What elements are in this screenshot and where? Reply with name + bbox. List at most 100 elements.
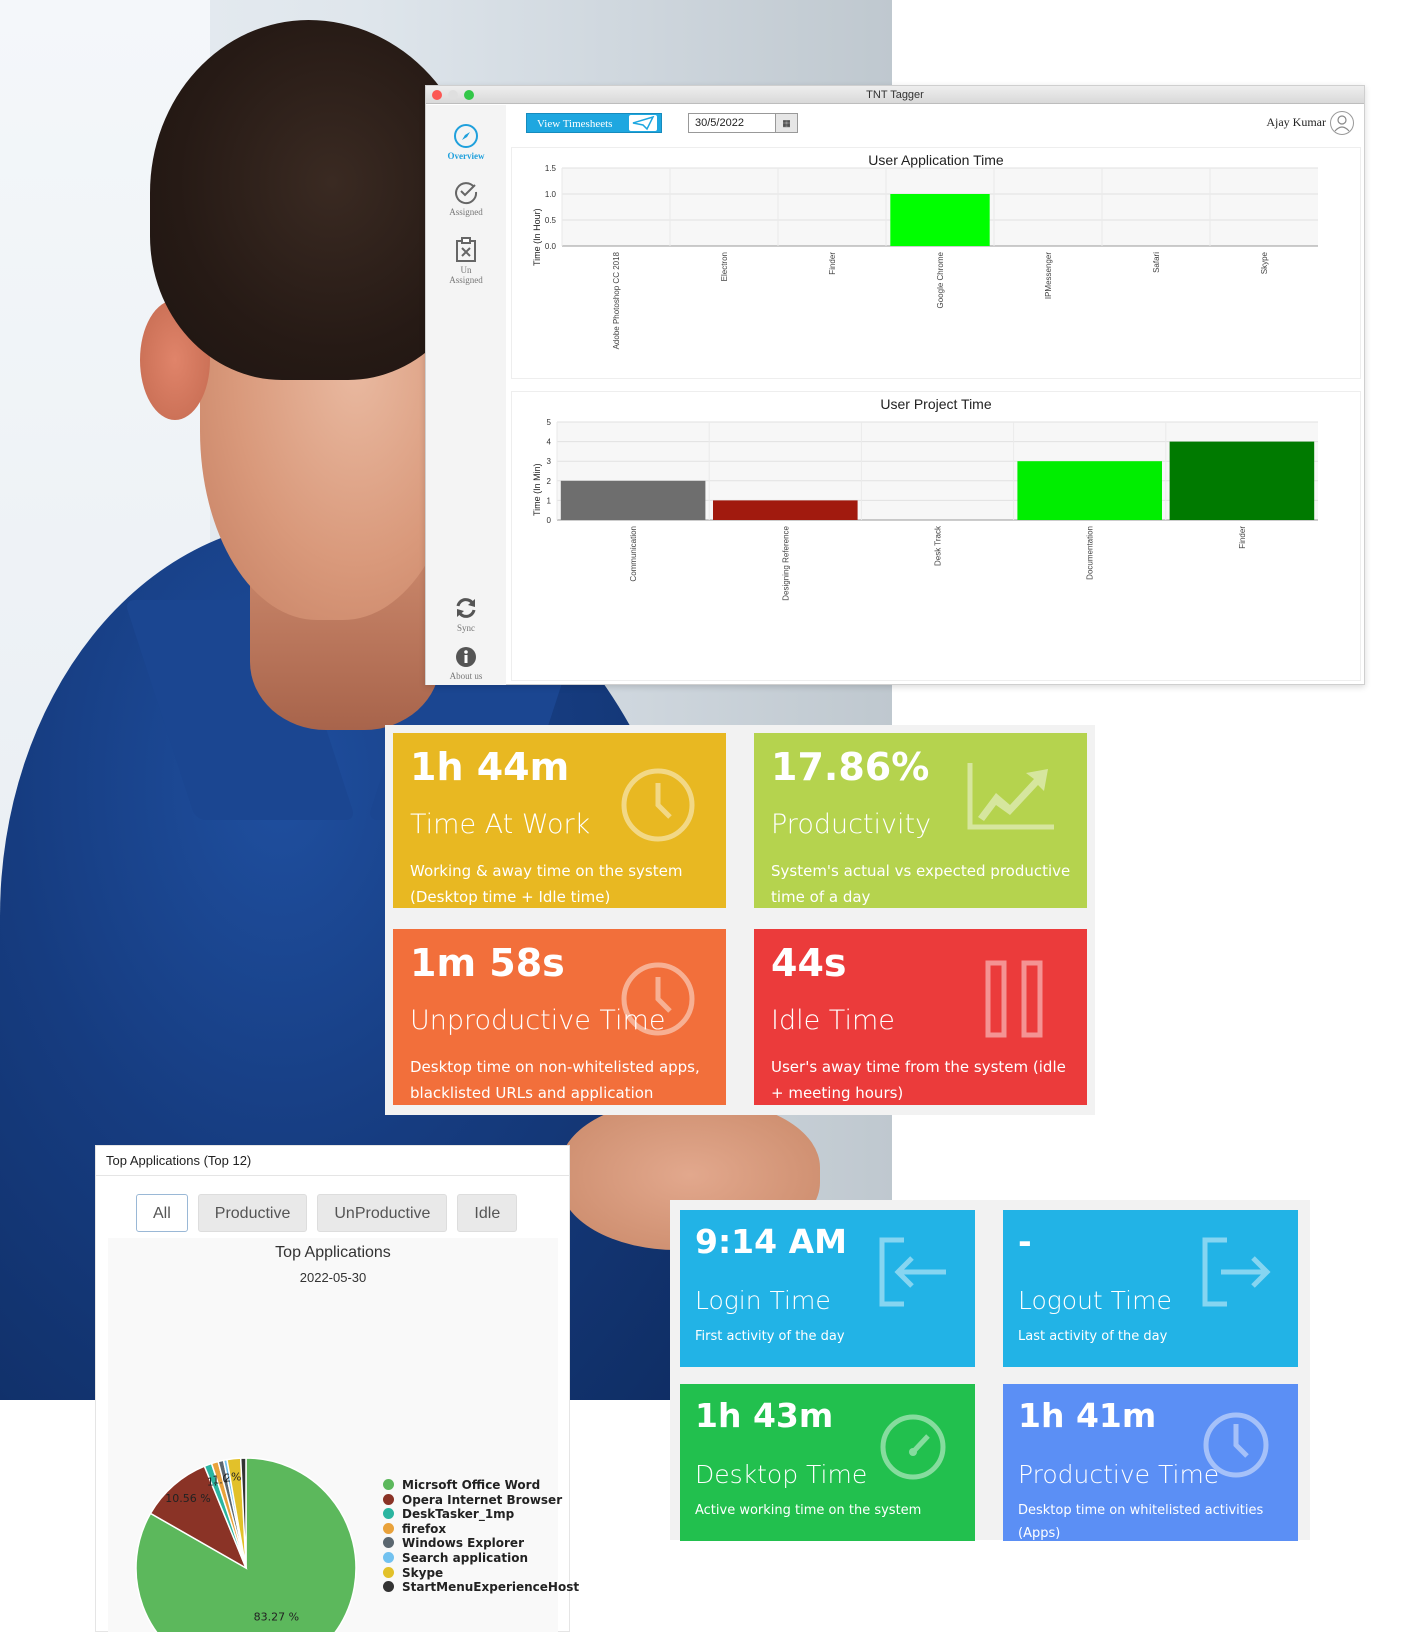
tile-description: Desktop time on whitelisted activities (… — [1018, 1503, 1264, 1541]
tile-label: Logout Time — [1018, 1286, 1172, 1315]
clipboard-x-icon — [456, 237, 476, 262]
pie-slice — [239, 1457, 247, 1569]
bar — [890, 194, 990, 246]
time-tiles: 9:14 AM Login Time First activity of the… — [670, 1200, 1310, 1541]
legend-swatch — [383, 1522, 394, 1534]
close-window-button[interactable] — [432, 90, 442, 100]
tile-description: Desktop time on non-whitelisted apps, bl… — [410, 1058, 700, 1102]
y-tick-label: 5 — [547, 418, 552, 427]
x-tick-label: Electron — [720, 252, 729, 281]
y-tick-label: 0.0 — [545, 242, 557, 251]
tile-description: Active working time on the system — [695, 1503, 922, 1518]
chart-subtitle: 2022-05-30 — [299, 1270, 367, 1285]
user-avatar-icon[interactable] — [1330, 111, 1354, 135]
clock-icon — [621, 962, 695, 1036]
bar — [1017, 461, 1162, 520]
top-applications-chart: Top Applications 2022-05-30 83.27 % 10.56… — [108, 1238, 579, 1632]
idle-time-tile: 44s Idle Time User's away time from the … — [754, 929, 1087, 1105]
legend-label: Micrsoft Office Word — [402, 1478, 541, 1492]
chart-title: User Application Time — [868, 152, 1004, 168]
user-name: Ajay Kumar — [1266, 115, 1326, 129]
x-tick-label: Finder — [1238, 526, 1247, 549]
legend-label: firefox — [402, 1521, 447, 1536]
pie-legend: Micrsoft Office Word Opera Internet Brows… — [383, 1478, 579, 1595]
tab-productive[interactable]: Productive — [197, 1194, 308, 1232]
legend-label: StartMenuExperienceHost — [402, 1580, 580, 1595]
y-tick-label: 3 — [547, 457, 552, 466]
slice-label: 2. — [224, 1472, 235, 1485]
view-timesheets-button[interactable]: View Timesheets — [526, 113, 662, 133]
clock-icon — [1203, 1412, 1269, 1478]
nav-sync[interactable]: Sync — [426, 595, 506, 633]
nav-overview-label: Overview — [447, 151, 485, 161]
paper-plane-icon — [629, 115, 657, 131]
tile-label: Idle Time — [771, 1005, 895, 1036]
legend-item[interactable]: StartMenuExperienceHost — [383, 1580, 579, 1595]
nav-unassigned-label-1: Un — [460, 265, 472, 275]
legend-item[interactable]: Opera Internet Browser — [383, 1493, 579, 1508]
tile-label: Productive Time — [1018, 1460, 1220, 1489]
legend-item[interactable]: Micrsoft Office Word — [383, 1478, 579, 1493]
top-applications-panel: Top Applications (Top 12) All Productive… — [95, 1145, 579, 1632]
legend-swatch — [383, 1479, 394, 1490]
legend-item[interactable]: Windows Explorer — [383, 1536, 579, 1551]
date-picker[interactable]: 30/5/2022 ▦ — [688, 113, 798, 133]
y-tick-label: 0.5 — [545, 216, 557, 225]
nav-sync-label: Sync — [457, 623, 475, 633]
tile-value: 44s — [771, 941, 847, 985]
speedometer-icon — [880, 1414, 946, 1480]
zoom-window-button[interactable] — [464, 90, 474, 100]
main-content: View Timesheets 30/5/2022 ▦ Ajay Kumar U… — [506, 105, 1364, 685]
legend-item[interactable]: Skype — [383, 1566, 579, 1581]
bar — [560, 480, 706, 520]
bar — [713, 500, 858, 520]
date-value: 30/5/2022 — [695, 117, 744, 129]
x-tick-label: Designing Reference — [781, 525, 790, 600]
legend-item[interactable]: Search application — [383, 1551, 579, 1566]
tab-all[interactable]: All — [136, 1194, 188, 1232]
tile-description: User's away time from the system (idle +… — [771, 1058, 1066, 1102]
y-tick-label: 1 — [547, 496, 552, 505]
legend-swatch — [383, 1551, 394, 1563]
sidebar: Overview Assigned Un Assigned — [426, 105, 506, 685]
tile-label: Productivity — [771, 809, 932, 840]
bar — [1169, 441, 1315, 520]
productive-time-tile: 1h 41m Productive Time Desktop time on w… — [1003, 1384, 1298, 1541]
nav-about-label: About us — [449, 671, 483, 681]
tab-unproductive[interactable]: UnProductive — [317, 1194, 448, 1232]
legend-item[interactable]: firefox — [383, 1522, 579, 1537]
trend-chart-icon — [967, 763, 1054, 830]
minimize-window-button[interactable] — [448, 90, 458, 100]
nav-unassigned-label-2: Assigned — [449, 275, 483, 285]
tile-label: Time At Work — [410, 809, 591, 840]
tile-label: Desktop Time — [695, 1460, 868, 1489]
logout-time-tile: - Logout Time Last activity of the day — [1003, 1210, 1298, 1367]
slice-label: 10.56 % — [165, 1492, 210, 1505]
x-tick-label: Google Chrome — [936, 251, 945, 308]
legend-swatch — [383, 1508, 394, 1520]
nav-about[interactable]: About us — [426, 645, 506, 681]
pie-chart: 83.27 %10.56 %1.11.002.% — [135, 1457, 357, 1632]
legend-item[interactable]: DeskTasker_1mp — [383, 1507, 579, 1522]
nav-overview[interactable]: Overview — [426, 123, 506, 161]
window-title: TNT Tagger — [866, 89, 924, 101]
legend-label: Opera Internet Browser — [402, 1492, 563, 1507]
pie-slice — [149, 1465, 248, 1570]
filter-tabs: All Productive UnProductive Idle — [136, 1194, 518, 1232]
desktop-time-tile: 1h 43m Desktop Time Active working time … — [680, 1384, 975, 1541]
summary-tiles: 1h 44m Time At Work Working & away time … — [385, 725, 1095, 1115]
login-icon — [879, 1237, 946, 1307]
nav-unassigned[interactable]: Un Assigned — [426, 237, 506, 285]
info-icon — [456, 647, 476, 667]
calendar-icon[interactable]: ▦ — [775, 114, 797, 132]
x-tick-label: Skype — [1260, 251, 1269, 274]
y-tick-label: 4 — [547, 438, 552, 447]
user-project-time-panel: User Project Time Time (In Min) 0 1 2 3 4 5 Co… — [511, 391, 1361, 681]
slice-label: % — [231, 1471, 241, 1484]
tile-value: - — [1018, 1222, 1032, 1261]
nav-assigned[interactable]: Assigned — [426, 179, 506, 217]
y-tick-label: 1.5 — [545, 164, 557, 173]
tab-idle[interactable]: Idle — [457, 1194, 518, 1232]
tile-value: 1h 44m — [410, 745, 570, 789]
x-tick-label: Documentation — [1086, 526, 1095, 580]
